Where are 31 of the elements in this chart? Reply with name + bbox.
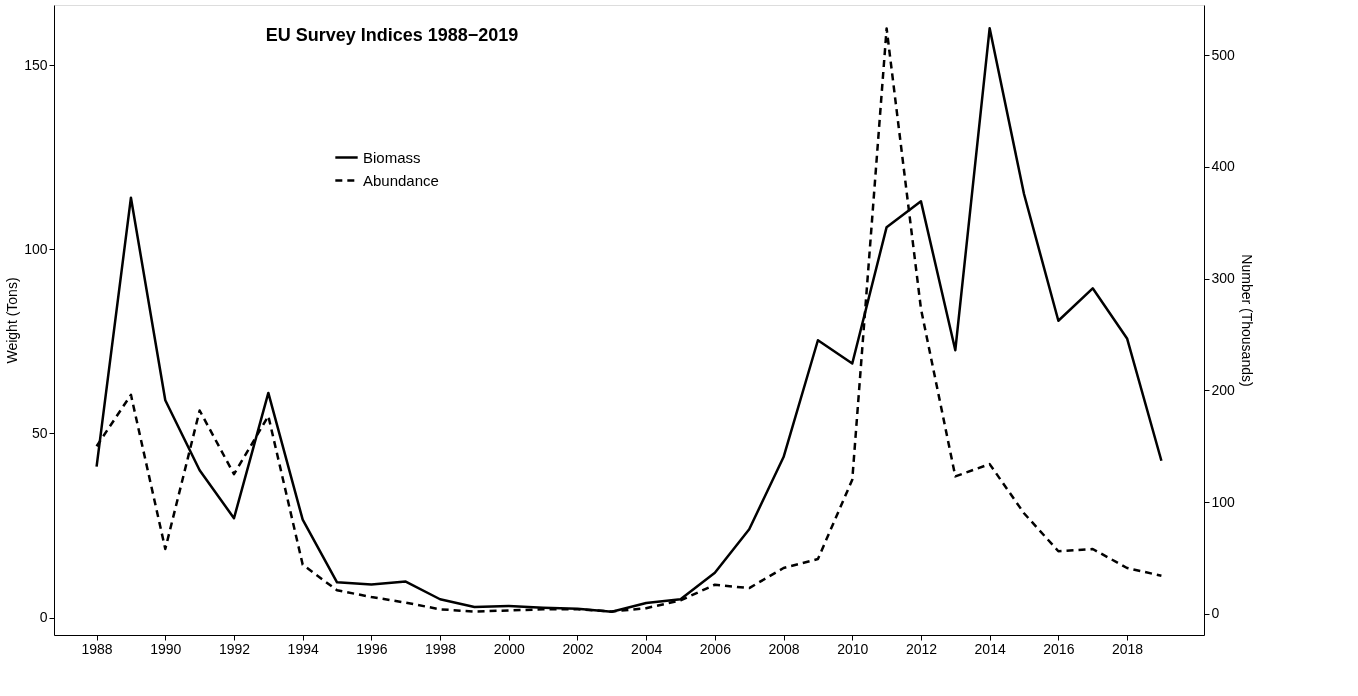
y-tick-label: 150: [24, 56, 48, 73]
y2-tick-label: 0: [1211, 605, 1220, 622]
y2-tick-label: 100: [1211, 493, 1236, 510]
x-tick-label: 2006: [699, 640, 732, 657]
x-tick-label: 1992: [218, 640, 251, 657]
y-tick-label: 0: [39, 609, 48, 626]
x-tick-label: 1988: [81, 640, 113, 657]
y2-tick-label: 500: [1211, 46, 1236, 63]
x-tick-label: 2008: [768, 640, 800, 657]
y-axis-title: Weight (Tons): [4, 277, 21, 364]
legend-label: Abundance: [363, 171, 439, 189]
y2-tick-label: 300: [1211, 270, 1236, 287]
x-tick-label: 2010: [837, 640, 869, 657]
x-tick-label: 2014: [974, 640, 1006, 657]
x-tick-label: 2000: [493, 640, 526, 657]
x-tick-label: 1990: [150, 640, 182, 657]
x-tick-label: 2016: [1043, 640, 1075, 657]
y2-tick-label: 400: [1211, 158, 1236, 175]
y-tick-label: 50: [31, 424, 48, 441]
y2-axis-title: Number (Thousands): [1238, 254, 1255, 387]
x-tick-label: 1996: [356, 640, 388, 657]
legend-label: Biomass: [363, 148, 421, 166]
x-tick-label: 2002: [562, 640, 594, 657]
y-tick-label: 100: [24, 240, 48, 257]
x-tick-label: 2018: [1111, 640, 1144, 657]
x-tick-label: 2004: [631, 640, 663, 657]
y2-tick-label: 200: [1211, 381, 1236, 398]
x-tick-label: 2012: [905, 640, 938, 657]
x-tick-label: 1998: [425, 640, 457, 657]
text: EU Survey Indices 1988−2019: [265, 25, 519, 45]
x-tick-label: 1994: [287, 640, 319, 657]
